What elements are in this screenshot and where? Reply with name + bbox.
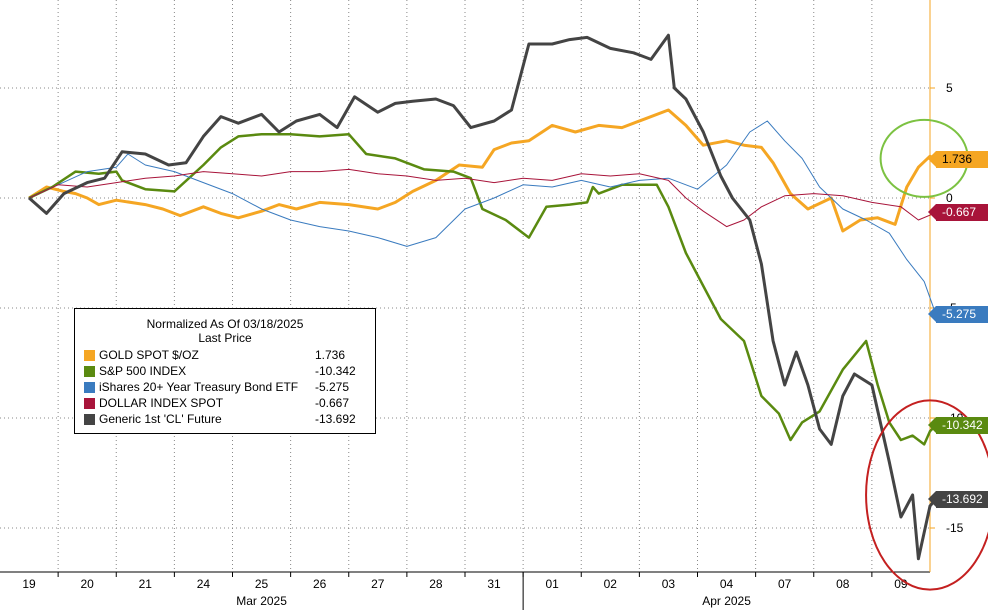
x-tick-label: 01 (546, 577, 560, 591)
last-value-tag: -13.692 (928, 490, 988, 508)
x-tick-label: 24 (197, 577, 211, 591)
legend-entry-value: -0.667 (315, 396, 350, 410)
series-line-3 (28, 168, 936, 228)
legend-swatch (84, 349, 95, 361)
legend: Normalized As Of 03/18/2025 Last Price G… (74, 308, 376, 434)
legend-entry-name: S&P 500 INDEX (99, 364, 187, 378)
y-tick-label: -15 (946, 521, 964, 535)
x-tick-label: 02 (604, 577, 618, 591)
last-value-tag: -10.342 (928, 417, 988, 435)
x-tick-label: 31 (487, 577, 501, 591)
x-tick-label: 09 (894, 577, 908, 591)
x-tick-label: 21 (139, 577, 153, 591)
annotation-ellipse-1 (865, 399, 988, 591)
legend-entry: Generic 1st 'CL' Future -13.692 (75, 411, 375, 427)
legend-swatch (84, 365, 95, 377)
series-lines (28, 33, 937, 561)
legend-entry: S&P 500 INDEX -10.342 (75, 363, 375, 379)
y-axis: 50-5-10-15 (929, 0, 964, 572)
y-tick-label: 0 (946, 191, 953, 205)
x-tick-label: 08 (836, 577, 850, 591)
legend-entry-value: -10.342 (315, 364, 356, 378)
x-axis: 19 20 21 24 25 26 27 28 31 01 02 03 04 07 08 09 Mar 2025… (0, 571, 930, 610)
legend-entry-name: DOLLAR INDEX SPOT (99, 396, 224, 410)
legend-entry-value: 1.736 (315, 348, 346, 362)
legend-entry-name: Generic 1st 'CL' Future (99, 412, 222, 426)
legend-entry-value: -13.692 (315, 412, 356, 426)
month-label-apr: Apr 2025 (702, 594, 751, 608)
legend-swatch (84, 413, 95, 425)
legend-subtitle: Last Price (198, 331, 252, 345)
legend-entry-name: GOLD SPOT $/OZ (99, 348, 199, 362)
legend-entry-name: iShares 20+ Year Treasury Bond ETF (99, 380, 299, 394)
grid-lines (0, 0, 930, 572)
month-label-mar: Mar 2025 (236, 594, 287, 608)
legend-swatch (84, 381, 95, 393)
last-value-tag: -0.667 (928, 204, 988, 222)
x-tick-label: 03 (662, 577, 676, 591)
legend-swatch (84, 397, 95, 409)
series-line-4 (28, 33, 937, 561)
series-line-2 (28, 120, 937, 315)
x-tick-label: 25 (255, 577, 269, 591)
legend-entry-value: -5.275 (315, 380, 350, 394)
x-tick-label: 07 (778, 577, 792, 591)
legend-title: Normalized As Of 03/18/2025 (146, 317, 304, 331)
last-value-tag: -5.275 (928, 305, 988, 323)
x-tick-label: 19 (22, 577, 36, 591)
legend-entry: iShares 20+ Year Treasury Bond ETF -5.275 (75, 379, 375, 395)
series-line-1 (28, 132, 937, 446)
series-line-0 (28, 108, 937, 233)
x-tick-label: 27 (371, 577, 385, 591)
legend-entry: GOLD SPOT $/OZ 1.736 (75, 347, 375, 363)
last-value-tag: 1.736 (928, 151, 988, 169)
x-tick-label: 20 (81, 577, 95, 591)
y-tick-label: 5 (946, 81, 953, 95)
legend-entry: DOLLAR INDEX SPOT -0.667 (75, 395, 375, 411)
x-tick-label: 28 (429, 577, 443, 591)
x-tick-label: 26 (313, 577, 327, 591)
x-tick-label: 04 (720, 577, 734, 591)
